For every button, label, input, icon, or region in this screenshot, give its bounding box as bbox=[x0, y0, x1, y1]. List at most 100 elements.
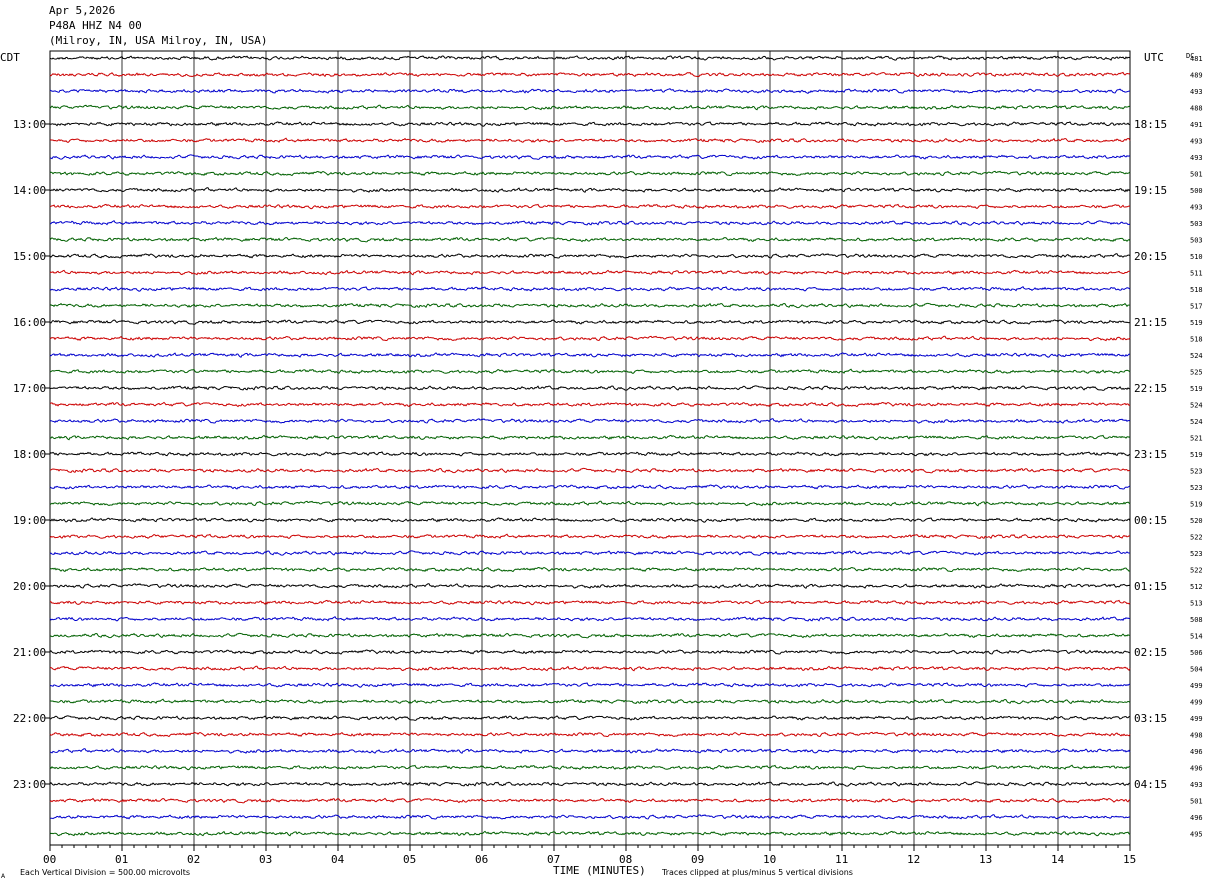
x-axis-title: TIME (MINUTES) bbox=[553, 864, 646, 877]
trace-line bbox=[49, 533, 1131, 540]
station-location: (Milroy, IN, USA Milroy, IN, USA) bbox=[49, 34, 268, 47]
x-tick-label: 03 bbox=[259, 853, 272, 866]
dc-offset-value: 522 bbox=[1190, 534, 1203, 542]
dc-offset-value: 520 bbox=[1190, 517, 1203, 525]
dc-offset-value: 496 bbox=[1190, 814, 1203, 822]
x-tick-label: 08 bbox=[619, 853, 632, 866]
trace-line bbox=[49, 500, 1131, 507]
dc-offset-value: 513 bbox=[1190, 600, 1203, 608]
hour-label-utc: 04:15 bbox=[1134, 778, 1167, 791]
right-time-labels: 18:15 19:15 20:15 21:15 22:15 23:15 00:15 01:15… bbox=[1134, 118, 1167, 791]
trace-line bbox=[49, 253, 1131, 259]
x-tick-label: 09 bbox=[691, 853, 704, 866]
x-tick-label: 11 bbox=[835, 853, 848, 866]
dc-offset-value: 523 bbox=[1190, 550, 1203, 558]
trace-line bbox=[49, 665, 1131, 672]
dc-offset-value: 512 bbox=[1190, 583, 1203, 591]
dc-offset-value: 500 bbox=[1190, 187, 1203, 195]
trace-line bbox=[49, 302, 1131, 309]
hour-label-local: 23:00 bbox=[13, 778, 46, 791]
hour-label-utc: 18:15 bbox=[1134, 118, 1167, 131]
trace-line bbox=[49, 121, 1131, 127]
hour-label-utc: 23:15 bbox=[1134, 448, 1167, 461]
dc-offset-value: 506 bbox=[1190, 649, 1203, 657]
dc-offset-value: 510 bbox=[1190, 253, 1203, 261]
x-tick-label: 06 bbox=[475, 853, 488, 866]
dc-offset-value: 501 bbox=[1190, 171, 1203, 179]
hour-label-utc: 21:15 bbox=[1134, 316, 1167, 329]
station-code: P48A HHZ N4 00 bbox=[49, 19, 142, 32]
left-timezone-label: CDT bbox=[0, 51, 20, 64]
dc-offset-value: 491 bbox=[1190, 121, 1203, 129]
dc-offset-value: 499 bbox=[1190, 682, 1203, 690]
trace-line bbox=[49, 632, 1131, 639]
trace-line bbox=[49, 170, 1131, 177]
x-tick-label: 05 bbox=[403, 853, 416, 866]
trace-line bbox=[49, 797, 1131, 804]
dc-offset-value: 489 bbox=[1190, 72, 1203, 80]
trace-line bbox=[49, 286, 1131, 292]
grid bbox=[49, 50, 1131, 846]
dc-offset-value: 524 bbox=[1190, 418, 1203, 426]
trace-line bbox=[49, 418, 1131, 424]
trace-line bbox=[49, 385, 1131, 391]
dc-offset-value: 519 bbox=[1190, 501, 1203, 509]
dc-offset-value: 518 bbox=[1190, 336, 1203, 344]
trace-line bbox=[49, 682, 1131, 688]
trace-line bbox=[49, 335, 1131, 342]
trace-line bbox=[49, 319, 1131, 325]
trace-line bbox=[49, 236, 1131, 243]
x-tick-label: 04 bbox=[331, 853, 345, 866]
dc-offset-value: 488 bbox=[1190, 105, 1203, 113]
dc-offset-value: 525 bbox=[1190, 369, 1203, 377]
hour-label-utc: 22:15 bbox=[1134, 382, 1167, 395]
hour-label-utc: 20:15 bbox=[1134, 250, 1167, 263]
x-axis: 00 01 02 03 04 05 06 07 08 09 10 11 12 13 14 15 bbox=[43, 845, 1136, 866]
seismic-traces bbox=[49, 55, 1131, 837]
dc-offset-value: 499 bbox=[1190, 699, 1203, 707]
x-tick-label: 01 bbox=[115, 853, 128, 866]
trace-line bbox=[49, 368, 1131, 375]
trace-line bbox=[49, 731, 1131, 738]
dc-offset-value: 493 bbox=[1190, 88, 1203, 96]
scale-note: Each Vertical Division = 500.00 microvol… bbox=[20, 868, 190, 877]
hour-label-local: 19:00 bbox=[13, 514, 46, 527]
hour-label-local: 20:00 bbox=[13, 580, 46, 593]
plot-date: Apr 5,2026 bbox=[49, 4, 116, 17]
x-tick-label: 14 bbox=[1051, 853, 1065, 866]
trace-line bbox=[49, 88, 1131, 95]
x-tick-label: 02 bbox=[187, 853, 200, 866]
trace-line bbox=[49, 698, 1131, 705]
trace-line bbox=[49, 715, 1131, 721]
trace-line bbox=[49, 71, 1131, 78]
dc-offset-value: 519 bbox=[1190, 319, 1203, 327]
trace-line bbox=[49, 104, 1131, 111]
trace-line bbox=[49, 764, 1131, 771]
dc-offset-value: 523 bbox=[1190, 484, 1203, 492]
dc-offset-value: 495 bbox=[1190, 831, 1203, 839]
dc-offset-value: 504 bbox=[1190, 666, 1203, 674]
x-tick-label: 13 bbox=[979, 853, 992, 866]
dc-offset-value: 523 bbox=[1190, 468, 1203, 476]
trace-line bbox=[49, 467, 1131, 474]
trace-line bbox=[49, 748, 1131, 754]
dc-offset-value: 501 bbox=[1190, 798, 1203, 806]
hour-label-local: 16:00 bbox=[13, 316, 46, 329]
dc-offset-value: 499 bbox=[1190, 715, 1203, 723]
right-timezone-label: UTC bbox=[1144, 51, 1164, 64]
trace-line bbox=[49, 550, 1131, 556]
trace-line bbox=[49, 599, 1131, 606]
x-tick-label: 15 bbox=[1123, 853, 1136, 866]
dc-offset-value: 511 bbox=[1190, 270, 1203, 278]
trace-line bbox=[49, 451, 1131, 457]
trace-line bbox=[49, 352, 1131, 358]
hour-label-utc: 19:15 bbox=[1134, 184, 1167, 197]
dc-offset-value: 519 bbox=[1190, 451, 1203, 459]
hour-label-local: 17:00 bbox=[13, 382, 46, 395]
dc-offset-value: 524 bbox=[1190, 352, 1203, 360]
dc-offset-labels: 481 489 493 488 491 493 493 501 500 493 503 503 510 5… bbox=[1190, 55, 1203, 839]
dc-offset-value: 519 bbox=[1190, 385, 1203, 393]
dc-offset-value: 521 bbox=[1190, 435, 1203, 443]
x-tick-label: 12 bbox=[907, 853, 920, 866]
